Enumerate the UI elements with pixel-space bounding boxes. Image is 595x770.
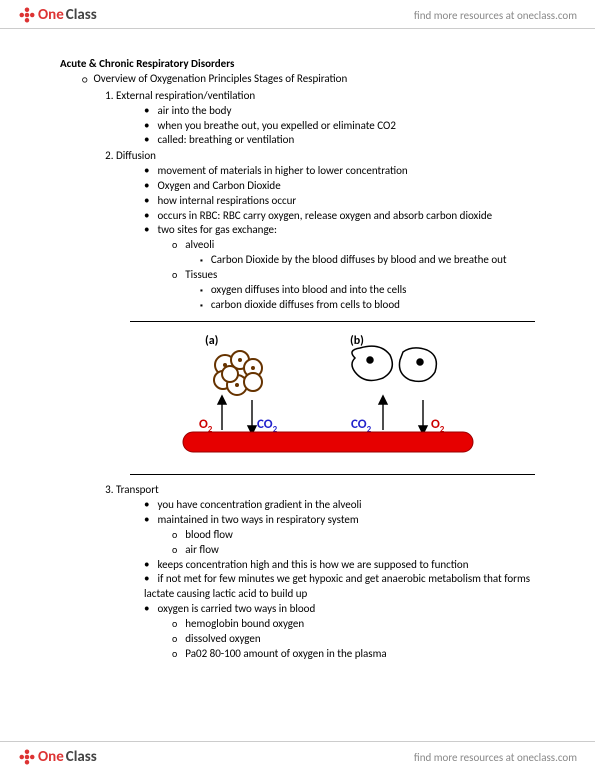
stage-1: External respiration/ventilation air int… xyxy=(116,89,535,148)
stage-1-title: External respiration/ventilation xyxy=(116,89,255,102)
arrows xyxy=(218,396,427,434)
list-item: Oxygen and Carbon Dioxide xyxy=(144,179,535,194)
blood-vessel xyxy=(183,432,473,452)
stage-2: Diffusion movement of materials in highe… xyxy=(116,149,535,312)
stages-list: External respiration/ventilation air int… xyxy=(116,89,535,313)
divider xyxy=(130,321,535,322)
list-item: dissolved oxygen xyxy=(172,632,535,647)
list-item: maintained in two ways in respiratory sy… xyxy=(144,513,535,558)
stages-list-cont: Transport you have concentration gradien… xyxy=(116,483,535,661)
list-item-text: two sites for gas exchange: xyxy=(157,223,276,236)
label-b: (b) xyxy=(350,334,364,348)
list-item: if not met for few minutes we get hypoxi… xyxy=(144,572,535,602)
list-item: air flow xyxy=(172,543,535,558)
list-item: Tissues oxygen diffuses into blood and i… xyxy=(172,268,535,313)
tissue-icon xyxy=(352,346,436,381)
list-item: movement of materials in higher to lower… xyxy=(144,164,535,179)
list-item-text: maintained in two ways in respiratory sy… xyxy=(157,513,358,526)
list-item: alveoli Carbon Dioxide by the blood diff… xyxy=(172,238,535,268)
brand-class: Class xyxy=(66,6,97,24)
list-item: blood flow xyxy=(172,528,535,543)
footer-tagline: find more resources at oneclass.com xyxy=(414,751,577,764)
bullet-icon: ○ xyxy=(82,72,88,87)
divider xyxy=(130,474,535,475)
list-item: Pa02 80-100 amount of oxygen in the plas… xyxy=(172,647,535,662)
stage-3: Transport you have concentration gradien… xyxy=(116,483,535,661)
list-item: oxygen diffuses into blood and into the … xyxy=(200,283,535,298)
list-item: keeps concentration high and this is how… xyxy=(144,558,535,573)
list-item-text: Tissues xyxy=(185,268,217,281)
document-body: Acute & Chronic Respiratory Disorders ○ … xyxy=(0,29,595,661)
alveoli-icon xyxy=(214,351,262,395)
doc-title: Acute & Chronic Respiratory Disorders xyxy=(60,57,535,72)
list-item: carbon dioxide diffuses from cells to bl… xyxy=(200,298,535,313)
flower-icon xyxy=(18,748,36,766)
list-item-text: alveoli xyxy=(185,238,214,251)
brand-class: Class xyxy=(66,748,97,766)
list-item: occurs in RBC: RBC carry oxygen, release… xyxy=(144,209,535,224)
doc-subtitle-row: ○ Overview of Oxygenation Principles Sta… xyxy=(82,72,535,87)
brand-one: One xyxy=(38,6,64,24)
list-item: air into the body xyxy=(144,104,535,119)
header-tagline: find more resources at oneclass.com xyxy=(414,9,577,22)
flower-icon xyxy=(18,6,36,24)
list-item: you have concentration gradient in the a… xyxy=(144,498,535,513)
brand-logo: OneClass xyxy=(18,748,97,766)
stage-3-title: Transport xyxy=(116,483,159,496)
doc-subtitle: Overview of Oxygenation Principles Stage… xyxy=(94,72,348,87)
page-header: OneClass find more resources at oneclass… xyxy=(0,0,595,29)
list-item: hemoglobin bound oxygen xyxy=(172,617,535,632)
stage-2-title: Diffusion xyxy=(116,149,156,162)
brand-logo: OneClass xyxy=(18,6,97,24)
label-a: (a) xyxy=(205,334,218,348)
gas-exchange-diagram: (a) (b) O2 xyxy=(175,330,535,467)
list-item: when you breathe out, you expelled or el… xyxy=(144,119,535,134)
list-item: how internal respirations occur xyxy=(144,194,535,209)
list-item-text: oxygen is carried two ways in blood xyxy=(157,602,315,615)
list-item: called: breathing or ventilation xyxy=(144,133,535,148)
list-item: Carbon Dioxide by the blood diffuses by … xyxy=(200,253,535,268)
brand-one: One xyxy=(38,748,64,766)
list-item: two sites for gas exchange: alveoli Carb… xyxy=(144,223,535,312)
page-footer: OneClass find more resources at oneclass… xyxy=(0,741,595,770)
list-item: oxygen is carried two ways in blood hemo… xyxy=(144,602,535,661)
